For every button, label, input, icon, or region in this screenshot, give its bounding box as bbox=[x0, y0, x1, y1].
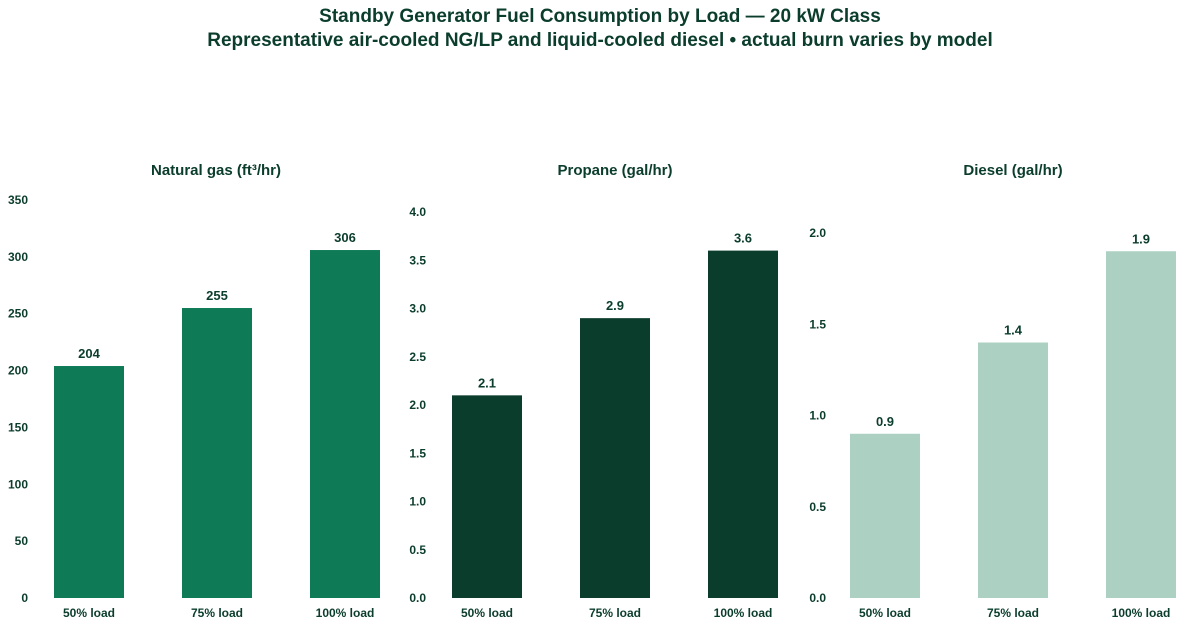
x-category-label: 50% load bbox=[63, 606, 115, 620]
y-tick-label: 2.5 bbox=[409, 350, 426, 364]
y-tick-label: 50 bbox=[15, 534, 29, 548]
y-tick-label: 0.5 bbox=[409, 543, 426, 557]
bar-100-load bbox=[708, 250, 778, 598]
panel-title: Propane (gal/hr) bbox=[557, 162, 672, 179]
bar-value-label: 3.6 bbox=[734, 231, 752, 246]
bar-value-label: 2.1 bbox=[478, 375, 496, 390]
x-category-label: 100% load bbox=[316, 606, 375, 620]
x-category-label: 100% load bbox=[714, 606, 773, 620]
bar-50-load bbox=[850, 433, 920, 598]
y-tick-label: 200 bbox=[8, 364, 28, 378]
bar-value-label: 0.9 bbox=[876, 414, 894, 429]
y-tick-label: 150 bbox=[8, 420, 28, 434]
y-tick-label: 0.0 bbox=[809, 591, 826, 605]
y-tick-label: 250 bbox=[8, 307, 28, 321]
bar-75-load bbox=[580, 318, 650, 598]
y-tick-label: 1.5 bbox=[809, 317, 826, 331]
x-category-label: 75% load bbox=[191, 606, 243, 620]
y-tick-label: 1.0 bbox=[809, 409, 826, 423]
x-category-label: 50% load bbox=[461, 606, 513, 620]
y-tick-label: 300 bbox=[8, 250, 28, 264]
bar-75-load bbox=[978, 342, 1048, 598]
bar-value-label: 2.9 bbox=[606, 298, 624, 313]
x-category-label: 75% load bbox=[589, 606, 641, 620]
bar-50-load bbox=[452, 395, 522, 598]
bar-50-load bbox=[54, 366, 124, 598]
x-category-label: 50% load bbox=[859, 606, 911, 620]
x-category-label: 100% load bbox=[1112, 606, 1171, 620]
y-tick-label: 100 bbox=[8, 477, 28, 491]
y-tick-label: 1.0 bbox=[409, 495, 426, 509]
bar-value-label: 1.4 bbox=[1004, 323, 1023, 338]
y-tick-label: 2.0 bbox=[809, 226, 826, 240]
bar-value-label: 1.9 bbox=[1132, 231, 1150, 246]
y-tick-label: 0.0 bbox=[409, 591, 426, 605]
bar-75-load bbox=[182, 308, 252, 598]
panel-title: Diesel (gal/hr) bbox=[963, 162, 1062, 179]
bar-100-load bbox=[310, 250, 380, 598]
y-tick-label: 0.5 bbox=[809, 500, 826, 514]
y-tick-label: 3.0 bbox=[409, 302, 426, 316]
bar-value-label: 255 bbox=[206, 288, 228, 303]
chart-title: Standby Generator Fuel Consumption by Lo… bbox=[319, 6, 881, 27]
chart-subtitle: Representative air-cooled NG/LP and liqu… bbox=[207, 30, 993, 51]
panel-title: Natural gas (ft³/hr) bbox=[151, 162, 281, 179]
bar-100-load bbox=[1106, 251, 1176, 598]
y-tick-label: 2.0 bbox=[409, 398, 426, 412]
y-tick-label: 0 bbox=[21, 591, 28, 605]
y-tick-label: 1.5 bbox=[409, 446, 426, 460]
y-tick-label: 3.5 bbox=[409, 253, 426, 267]
y-tick-label: 4.0 bbox=[409, 205, 426, 219]
y-tick-label: 350 bbox=[8, 193, 28, 207]
bar-value-label: 306 bbox=[334, 230, 356, 245]
x-category-label: 75% load bbox=[987, 606, 1039, 620]
bar-value-label: 204 bbox=[78, 346, 100, 361]
